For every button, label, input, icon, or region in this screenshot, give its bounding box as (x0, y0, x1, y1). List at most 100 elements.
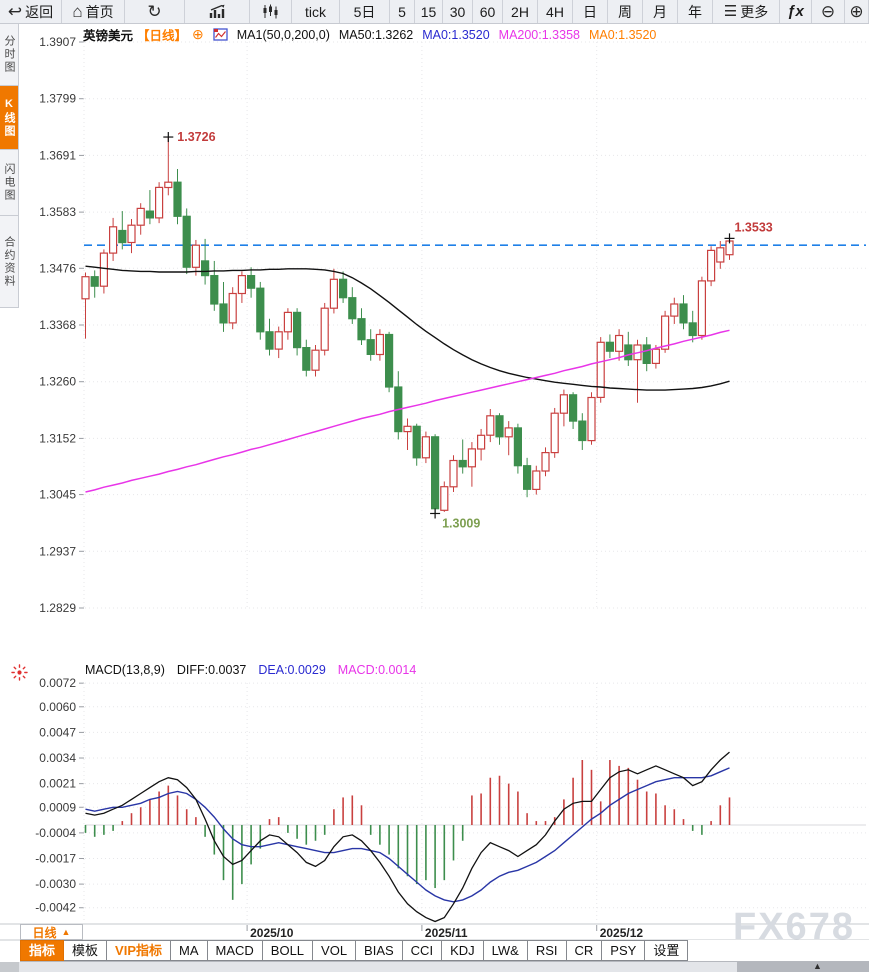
interval-tick-button-label: tick (305, 3, 326, 20)
tab-rsi[interactable]: RSI (527, 940, 567, 961)
tab-cr[interactable]: CR (566, 940, 603, 961)
ma50-value: MA50:1.3262 (338, 27, 414, 42)
symbol-name: 英镑美元 (83, 29, 134, 43)
home-icon: ⌂ (72, 2, 83, 21)
chart-plot-area[interactable] (84, 42, 866, 922)
scrollbar-thumb[interactable]: ▲ (737, 961, 869, 972)
tab-psy[interactable]: PSY (602, 940, 646, 961)
tab-lw[interactable]: LW& (483, 940, 528, 961)
interval-60-button[interactable]: 60 (473, 0, 503, 23)
fx-indicator-button[interactable]: ƒx (780, 0, 812, 23)
sidebar-tab-1[interactable]: 分时图 (0, 24, 18, 86)
svg-text:0.0072: 0.0072 (39, 676, 76, 690)
interval-month-button[interactable]: 月 (643, 0, 678, 23)
tab-template[interactable]: 模板 (64, 940, 108, 961)
interval-day-button-label: 日 (583, 3, 597, 20)
interval-2h-button[interactable]: 2H (503, 0, 538, 23)
collapse-arrow-icon[interactable]: ▲ (813, 961, 822, 971)
tab-indicator[interactable]: 指标 (20, 940, 65, 961)
tab-bias[interactable]: BIAS (356, 940, 403, 961)
interval-15-button[interactable]: 15 (415, 0, 443, 23)
svg-text:-0.0004: -0.0004 (35, 826, 76, 840)
tab-ma[interactable]: MA (171, 940, 208, 961)
svg-text:-0.0042: -0.0042 (35, 901, 76, 915)
sidebar: 分时图 K线图 闪电图 合约资料 (0, 24, 19, 308)
tab-cci[interactable]: CCI (402, 940, 443, 961)
svg-text:-0.0030: -0.0030 (35, 877, 76, 891)
svg-text:1.3583: 1.3583 (39, 205, 76, 219)
indicator-chart-icon[interactable] (213, 28, 228, 41)
menu-icon: ☰ (723, 3, 738, 20)
macd-macd-value: MACD:0.0014 (337, 663, 417, 677)
macd-title: MACD(13,8,9) (85, 663, 165, 677)
indicator-settings-icon[interactable] (11, 664, 28, 686)
svg-text:2025/11: 2025/11 (425, 926, 468, 940)
refresh-button[interactable]: ↻ (125, 0, 185, 23)
interval-week-button-label: 周 (618, 3, 632, 20)
ma-settings-label: MA1(50,0,200,0) (236, 27, 330, 42)
candlestick-button[interactable] (250, 0, 292, 23)
zoom-in-icon: ⊕ (849, 2, 864, 21)
zoom-out-icon: ⊖ (820, 2, 836, 21)
interval-5-button[interactable]: 5 (390, 0, 415, 23)
interval-4h-button-label: 4H (546, 3, 564, 20)
svg-text:1.3152: 1.3152 (39, 431, 76, 445)
interval-day-button[interactable]: 日 (573, 0, 608, 23)
tab-boll[interactable]: BOLL (262, 940, 314, 961)
back-button[interactable]: ↩ 返回 (0, 0, 62, 23)
period-selector-label: 日线 (32, 925, 57, 940)
ma200-line (85, 329, 730, 493)
sidebar-tab-4[interactable]: 合约资料 (0, 216, 18, 308)
tab-settings[interactable]: 设置 (645, 940, 689, 961)
tab-kdj[interactable]: KDJ (442, 940, 484, 961)
svg-text:1.3907: 1.3907 (39, 35, 76, 49)
zoom-out-button[interactable]: ⊖ (812, 0, 845, 23)
candlestick-icon (263, 4, 278, 19)
x-axis: 2025/10 2025/11 2025/12 (0, 923, 869, 941)
svg-text:1.2829: 1.2829 (39, 601, 76, 615)
zoom-in-button[interactable]: ⊕ (845, 0, 869, 23)
svg-text:2025/10: 2025/10 (250, 926, 294, 940)
more-button[interactable]: ☰ 更多 (713, 0, 780, 23)
svg-text:1.3726: 1.3726 (177, 130, 215, 144)
add-indicator-icon[interactable]: ⊕ (192, 26, 204, 42)
svg-text:1.3045: 1.3045 (39, 488, 76, 502)
interval-week-button[interactable]: 周 (608, 0, 643, 23)
tab-macd[interactable]: MACD (207, 940, 263, 961)
svg-text:0.0060: 0.0060 (39, 700, 76, 714)
sidebar-tab-2[interactable]: K线图 (0, 86, 18, 150)
svg-text:0.0034: 0.0034 (39, 751, 76, 765)
candles-layer (81, 137, 734, 514)
more-button-label: 更多 (740, 3, 769, 20)
interval-5d-button-label: 5日 (353, 3, 376, 20)
period-label: 【日线】 (137, 29, 188, 43)
svg-text:1.3368: 1.3368 (39, 318, 76, 332)
interval-year-button[interactable]: 年 (678, 0, 713, 23)
horizontal-scrollbar[interactable]: ▲ (0, 961, 869, 972)
price-annotations: 1.3726 1.3009 1.3533 (163, 130, 773, 530)
interval-30-button[interactable]: 30 (443, 0, 473, 23)
diff-line (85, 751, 730, 923)
chart-header: 英镑美元 【日线】 ⊕ MA1(50,0,200,0) MA50:1.3262 … (83, 25, 656, 44)
tab-vol[interactable]: VOL (313, 940, 357, 961)
tab-vip-indicator[interactable]: VIP指标 (107, 940, 171, 961)
macd-dea-value: DEA:0.0029 (258, 663, 326, 677)
sidebar-tab-3[interactable]: 闪电图 (0, 150, 18, 216)
line-chart-button[interactable] (185, 0, 250, 23)
macd-header: MACD(13,8,9) DIFF:0.0037 DEA:0.0029 MACD… (85, 663, 416, 677)
fx-icon: ƒx (787, 3, 804, 20)
interval-4h-button[interactable]: 4H (538, 0, 573, 23)
scrollbar-corner (0, 962, 19, 972)
chevron-up-icon: ▲ (61, 927, 71, 937)
interval-5d-button[interactable]: 5日 (340, 0, 390, 23)
interval-tick-button[interactable]: tick (292, 0, 340, 23)
interval-month-button-label: 月 (653, 3, 667, 20)
indicator-tab-bar: 指标 模板 VIP指标 MA MACD BOLL VOL BIAS CCI KDJ LW& RSI CR… (20, 940, 869, 962)
svg-text:1.3476: 1.3476 (39, 261, 76, 275)
period-selector[interactable]: 日线 ▲ (20, 924, 83, 940)
macd-diff-value: DIFF:0.0037 (176, 663, 247, 677)
svg-text:1.3691: 1.3691 (39, 148, 76, 162)
home-button[interactable]: ⌂ 首页 (62, 0, 125, 23)
